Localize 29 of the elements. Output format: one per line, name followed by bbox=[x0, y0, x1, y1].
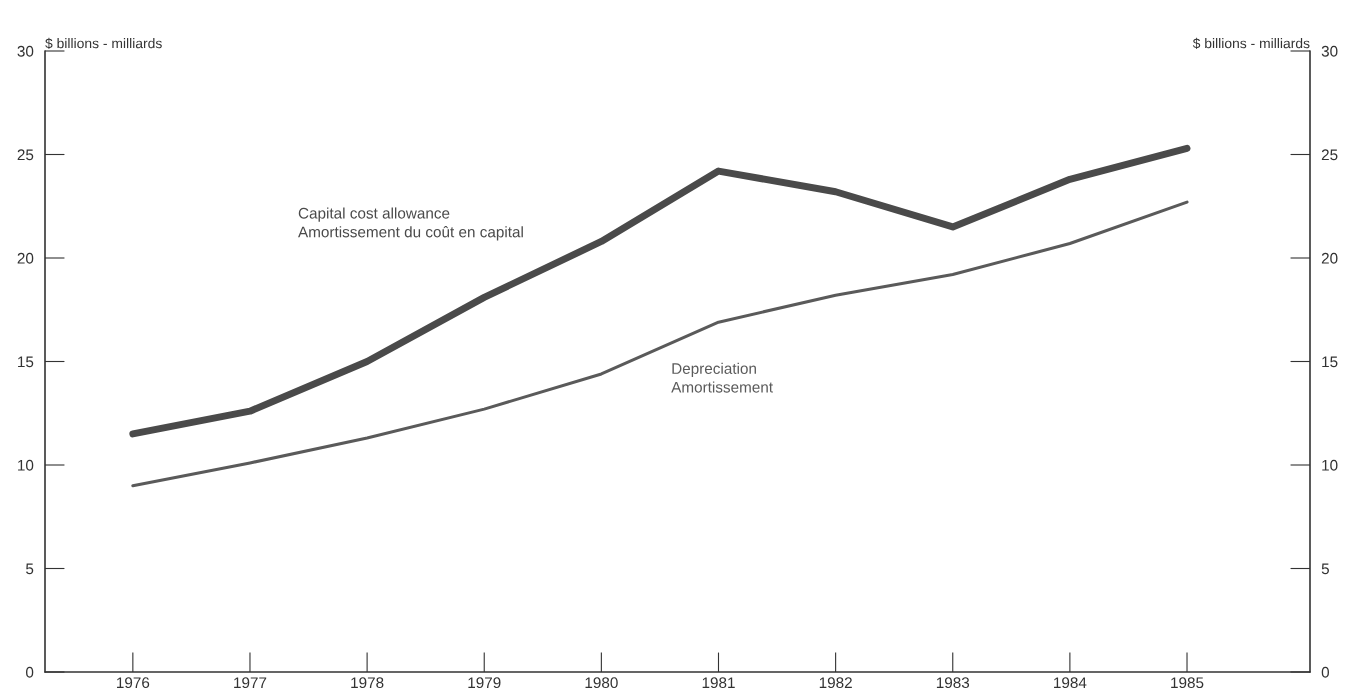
x-tick-label: 1985 bbox=[1171, 677, 1204, 689]
series-label: Depreciation Amortissement bbox=[671, 362, 773, 393]
x-tick-label: 1977 bbox=[234, 677, 267, 689]
y-tick-label: 15 bbox=[18, 356, 34, 368]
y-tick-label: 30 bbox=[17, 45, 34, 57]
y-tick-label: 20 bbox=[17, 252, 34, 264]
y-tick-label: 25 bbox=[17, 149, 34, 161]
line-series bbox=[131, 200, 1189, 488]
y-axis-title: $ billions - milliards bbox=[45, 37, 162, 50]
text: Capital cost allowance Amortissement du coût en capital bbox=[298, 207, 523, 241]
x-tick-label: 1983 bbox=[936, 677, 970, 689]
y2-tick-label: 5 bbox=[1321, 563, 1329, 575]
x-tick-label: 1981 bbox=[702, 677, 735, 689]
x-tick-label: 1984 bbox=[1054, 677, 1087, 689]
x-tick-label: 1982 bbox=[819, 677, 852, 689]
y-tick-label: 0 bbox=[25, 666, 34, 678]
y2-tick-label: 10 bbox=[1322, 459, 1338, 471]
x-tick-label: 1976 bbox=[117, 677, 150, 689]
y2-axis-title: $ billions - milliards bbox=[1192, 37, 1310, 50]
x-tick-label: 1980 bbox=[585, 677, 618, 689]
y2-tick-label: 20 bbox=[1321, 252, 1338, 264]
y-tick-label: 10 bbox=[18, 459, 34, 471]
x-tick-label: 1978 bbox=[351, 677, 384, 689]
y2-tick-label: 30 bbox=[1321, 45, 1338, 57]
y2-tick-label: 15 bbox=[1322, 356, 1338, 368]
x-tick-label: 1979 bbox=[468, 677, 501, 689]
y2-tick-label: 0 bbox=[1321, 666, 1330, 678]
y-tick-label: 5 bbox=[26, 563, 34, 575]
y2-tick-label: 25 bbox=[1321, 149, 1338, 161]
